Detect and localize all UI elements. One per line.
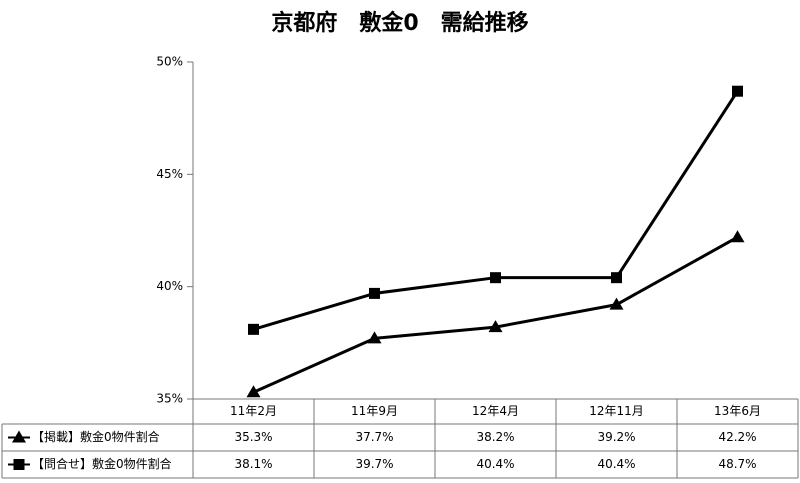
y-tick-label: 40% (156, 279, 183, 293)
marker (246, 385, 261, 398)
chart-title: 京都府 敷金0 需給推移 (271, 10, 528, 36)
value-label: 48.7% (718, 457, 756, 471)
y-tick-label: 50% (156, 55, 183, 69)
value-label: 40.4% (476, 457, 514, 471)
marker (367, 331, 382, 344)
value-label: 38.1% (234, 457, 272, 471)
y-tick-label: 35% (156, 392, 183, 406)
value-label: 35.3% (234, 430, 272, 444)
marker (732, 85, 743, 97)
value-label: 37.7% (355, 430, 393, 444)
series-line (252, 235, 739, 394)
series-line (253, 90, 739, 331)
legend-key-marker (13, 459, 25, 470)
x-tick-label: 12年11月 (589, 404, 644, 418)
marker (490, 272, 501, 284)
marker (611, 272, 622, 284)
x-tick-label: 11年9月 (351, 404, 398, 418)
marker (488, 320, 503, 333)
x-tick-label: 12年4月 (472, 404, 519, 418)
legend-key-marker (12, 430, 26, 443)
value-label: 39.2% (597, 430, 635, 444)
value-label: 39.7% (355, 457, 393, 471)
x-tick-label: 13年6月 (714, 404, 761, 418)
marker (248, 323, 259, 335)
value-label: 38.2% (476, 430, 514, 444)
legend-label: 【掲載】敷金0物件割合 (32, 429, 160, 444)
marker (609, 297, 624, 310)
marker (730, 230, 745, 243)
x-tick-label: 11年2月 (230, 404, 277, 418)
marker (369, 287, 380, 299)
value-label: 42.2% (718, 430, 756, 444)
legend-label: 【問合せ】敷金0物件割合 (32, 456, 172, 471)
y-tick-label: 45% (156, 167, 183, 181)
value-label: 40.4% (597, 457, 635, 471)
